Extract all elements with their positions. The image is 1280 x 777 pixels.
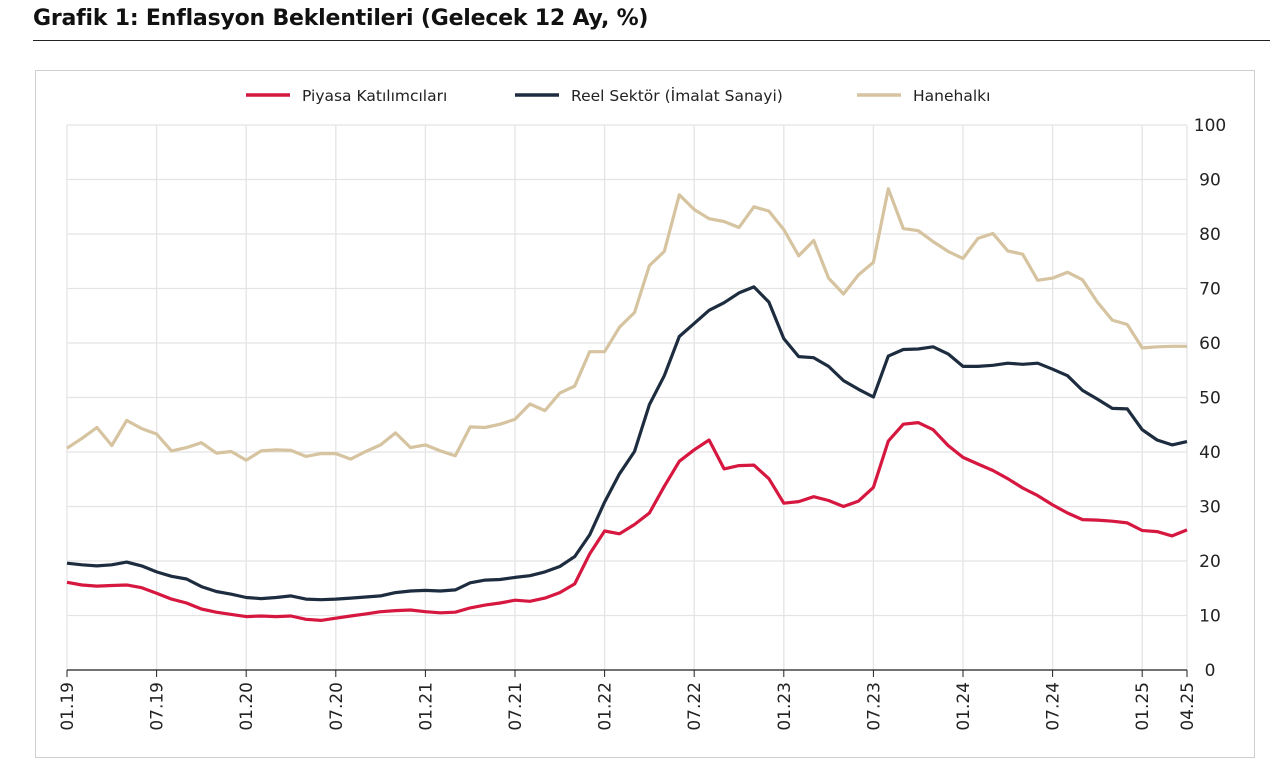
y-tick-label: 10: [1199, 607, 1221, 627]
series-line-0: [66, 421, 1188, 622]
y-tick-label: 50: [1199, 389, 1221, 409]
chart-frame: [35, 70, 1255, 758]
y-tick-label: 40: [1199, 443, 1221, 463]
series-line-1: [66, 285, 1188, 602]
x-tick-label: 07.23: [864, 682, 884, 731]
y-tick-label: 0: [1205, 661, 1216, 681]
y-tick-label: 80: [1199, 225, 1221, 245]
y-tick-label: 20: [1199, 552, 1221, 572]
x-tick-label: 01.23: [775, 682, 795, 731]
x-tick-label: 07.20: [327, 682, 347, 731]
y-tick-label: 30: [1199, 498, 1221, 518]
y-tick-label: 70: [1199, 280, 1221, 300]
chart-title: Grafik 1: Enflasyon Beklentileri (Gelece…: [33, 6, 649, 31]
x-tick-label: 01.25: [1133, 682, 1153, 731]
x-tick-label: 07.24: [1044, 682, 1064, 731]
legend-label: Piyasa Katılımcıları: [302, 87, 447, 105]
y-tick-label: 60: [1199, 334, 1221, 354]
x-tick-label: 01.21: [416, 682, 436, 731]
y-tick-label: 100: [1194, 116, 1226, 136]
x-tick-label: 01.19: [58, 682, 78, 731]
y-tick-label: 90: [1199, 171, 1221, 191]
x-tick-label: 07.19: [148, 682, 168, 731]
legend-label: Hanehalkı: [913, 87, 990, 105]
x-tick-label: 01.20: [237, 682, 257, 731]
series-line-2: [66, 187, 1187, 462]
x-tick-label: 01.22: [596, 682, 616, 731]
x-tick-label: 04.25: [1178, 682, 1198, 731]
x-tick-label: 01.24: [954, 682, 974, 731]
title-underline: [33, 40, 1270, 41]
x-tick-label: 07.21: [506, 682, 526, 731]
x-tick-label: 07.22: [685, 682, 705, 731]
legend-label: Reel Sektör (İmalat Sanayi): [571, 86, 783, 105]
